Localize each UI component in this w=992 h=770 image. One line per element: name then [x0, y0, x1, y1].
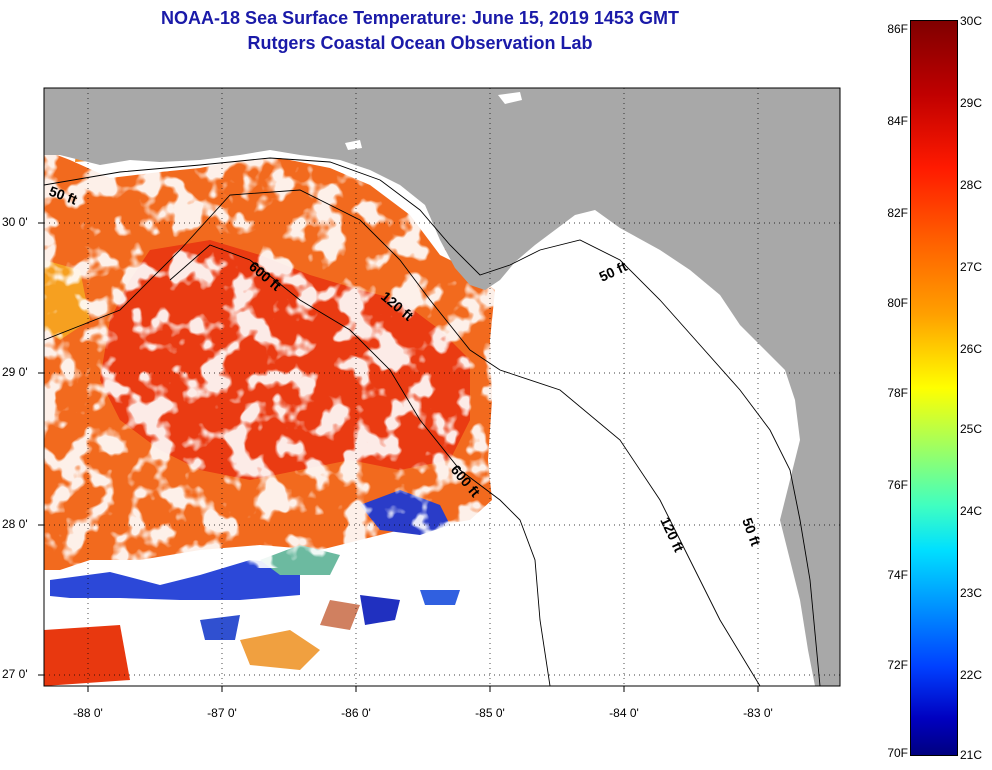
- colorbar-label-c: 27C: [960, 260, 983, 274]
- colorbar-label-c: 26C: [960, 342, 983, 356]
- contour-120ft: [44, 189, 761, 686]
- colorbar-label-f: 72F: [887, 658, 908, 672]
- colorbar-label-c: 24C: [960, 504, 983, 518]
- colorbar-label-c: 30C: [960, 14, 983, 28]
- colorbar-label-c: 23C: [960, 586, 983, 600]
- contour-50ft: [44, 157, 821, 686]
- temperature-colorbar: [910, 20, 958, 756]
- map-subtitle: Rutgers Coastal Ocean Observation Lab: [247, 33, 593, 53]
- colorbar-label-c: 29C: [960, 96, 983, 110]
- colorbar-label-c: 21C: [960, 748, 983, 762]
- lon-label-83: -83 0': [743, 706, 773, 720]
- lat-label-30: 30 0': [2, 215, 28, 229]
- colorbar-label-f: 76F: [887, 478, 908, 492]
- colorbar-label-f: 86F: [887, 22, 908, 36]
- lat-label-29: 29 0': [2, 365, 28, 379]
- contour-600ft: [169, 244, 551, 686]
- colorbar-label-f: 80F: [887, 296, 908, 310]
- colorbar-label-f: 74F: [887, 568, 908, 582]
- colorbar-label-f: 84F: [887, 114, 908, 128]
- colorbar-label-c: 28C: [960, 178, 983, 192]
- lon-label-84: -84 0': [609, 706, 639, 720]
- lon-label-88: -88 0': [73, 706, 103, 720]
- lon-label-86: -86 0': [341, 706, 371, 720]
- map-frame: [43, 87, 841, 687]
- lat-label-28: 28 0': [2, 517, 28, 531]
- colorbar-label-c: 22C: [960, 668, 983, 682]
- colorbar-label-c: 25C: [960, 422, 983, 436]
- colorbar-label-f: 78F: [887, 386, 908, 400]
- colorbar-label-f: 70F: [887, 746, 908, 760]
- colorbar-label-f: 82F: [887, 206, 908, 220]
- map-title: NOAA-18 Sea Surface Temperature: June 15…: [161, 8, 679, 28]
- lat-label-27: 27 0': [2, 667, 28, 681]
- lon-label-87: -87 0': [207, 706, 237, 720]
- lon-label-85: -85 0': [475, 706, 505, 720]
- land-mass: [44, 88, 840, 686]
